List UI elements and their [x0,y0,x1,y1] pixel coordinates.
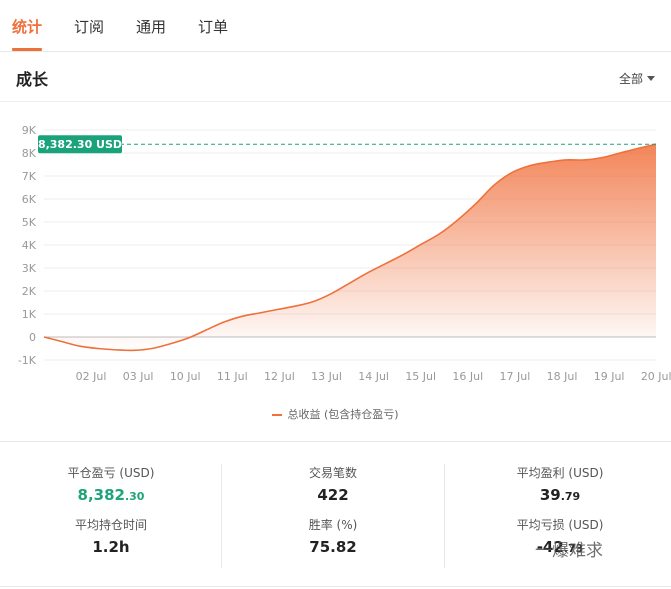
stat-value: 39.79 [449,486,671,504]
stat-value-int: -42 [536,538,564,556]
stats-panel: 平仓盈亏 (USD) 8,382.30 交易笔数 422 平均盈利 (USD) … [0,441,671,587]
y-tick-label: 1K [22,308,37,321]
range-dropdown-label: 全部 [618,72,643,86]
stat-label: 胜率 (%) [308,518,358,532]
y-tick-label: 2K [22,285,37,298]
y-tick-label: 0 [29,331,36,344]
y-tick-label: 6K [22,193,37,206]
stat-avg-profit: 平均盈利 (USD) 39.79 [449,464,671,504]
section-title: 成长 [16,70,49,89]
y-tick-label: 7K [22,170,37,183]
stat-avg-hold-time: 平均持仓时间 1.2h [0,516,222,556]
stat-value: 1.2h [0,538,222,556]
active-tab-indicator [12,48,42,51]
x-tick-label: 10 Jul [170,370,201,383]
tab-statistics[interactable]: 统计 [12,18,43,36]
legend-label: 总收益 (包含持仓盈亏) [287,408,399,421]
x-tick-label: 12 Jul [264,370,295,383]
stat-value: 75.82 [222,538,444,556]
x-tick-label: 18 Jul [547,370,578,383]
tab-orders[interactable]: 订单 [198,18,229,36]
x-tick-label: 15 Jul [405,370,436,383]
watermark: 一爆难求 [535,541,603,561]
stat-label: 平均持仓时间 [74,518,147,532]
stat-value-int: 75.82 [309,538,357,556]
stat-value-int: 8,382 [77,486,125,504]
y-tick-label: 9K [22,124,37,137]
stat-avg-loss: 平均亏损 (USD) -42.73 [449,516,671,556]
stat-value: 8,382.30 [0,486,222,504]
stat-label: 平均盈利 (USD) [516,466,604,480]
y-tick-label: -1K [18,354,37,367]
tab-general[interactable]: 通用 [136,18,167,36]
top-tabs: 统计 订阅 通用 订单 [0,0,671,52]
y-tick-label: 4K [22,239,37,252]
legend-swatch [272,414,283,416]
current-value-label: 8,382.30 USD [38,138,122,151]
stat-value-frac: .30 [124,490,145,503]
growth-chart: 9K 8K 7K 6K 5K 4K 3K 2K 1K 0 -1K 02 Jul 03 Jul 10 Jul… [18,124,671,383]
y-tick-label: 3K [22,262,37,275]
series-area [44,144,656,351]
stat-value: 422 [222,486,444,504]
chart-legend[interactable]: 总收益 (包含持仓盈亏) [0,406,671,422]
stat-value-int: 422 [317,486,349,504]
stat-value-int: 39 [539,486,561,504]
stat-divider [221,464,222,568]
stat-divider [444,464,445,568]
stat-value-frac: .73 [563,542,584,555]
x-tick-label: 14 Jul [358,370,389,383]
stat-trade-count: 交易笔数 422 [222,464,444,504]
x-tick-label: 20 Jul [641,370,671,383]
x-tick-label: 16 Jul [452,370,483,383]
x-tick-label: 03 Jul [123,370,154,383]
stat-value-frac: .79 [560,490,581,503]
stat-label: 平均亏损 (USD) [516,518,604,532]
series-line [43,143,657,352]
stat-value: -42.73 [449,538,671,556]
y-tick-label: 8K [22,147,37,160]
range-dropdown[interactable]: 全部 [619,70,655,87]
x-tick-label: 13 Jul [311,370,342,383]
current-value-badge [38,135,122,154]
x-tick-label: 19 Jul [594,370,625,383]
x-tick-label: 11 Jul [217,370,248,383]
stat-label: 交易笔数 [308,466,357,480]
tab-subscribe[interactable]: 订阅 [74,18,105,36]
caret-down-icon [647,76,655,81]
stat-realized-pnl: 平仓盈亏 (USD) 8,382.30 [0,464,222,504]
growth-section-header: 成长 全部 [0,52,671,102]
x-tick-label: 02 Jul [76,370,107,383]
x-tick-label: 17 Jul [500,370,531,383]
stat-value-int: 1.2h [92,538,130,556]
y-tick-label: 5K [22,216,37,229]
stat-win-rate: 胜率 (%) 75.82 [222,516,444,556]
stat-label: 平仓盈亏 (USD) [67,466,155,480]
